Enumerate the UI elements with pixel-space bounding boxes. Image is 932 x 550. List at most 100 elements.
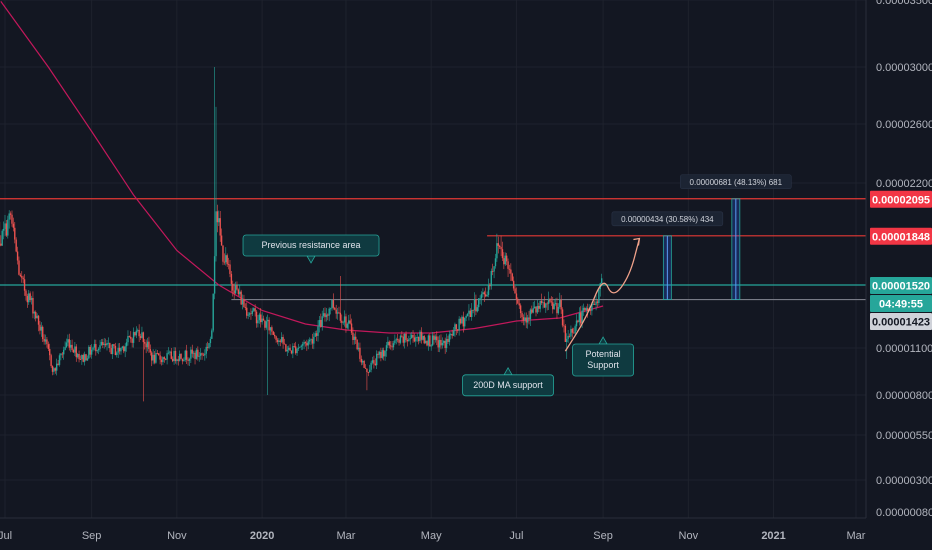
candle-body[interactable] (387, 341, 389, 346)
candle-body[interactable] (267, 319, 269, 322)
candle-body[interactable] (443, 340, 445, 343)
candle-body[interactable] (194, 352, 196, 359)
candle-body[interactable] (598, 289, 600, 303)
candle-body[interactable] (47, 344, 50, 349)
candle-body[interactable] (11, 214, 13, 224)
candle-body[interactable] (75, 346, 77, 358)
candle-body[interactable] (395, 339, 397, 341)
candle-body[interactable] (209, 338, 212, 344)
candle-body[interactable] (243, 298, 245, 308)
candle-body[interactable] (353, 336, 356, 340)
candle-body[interactable] (273, 334, 276, 337)
candle-body[interactable] (538, 305, 540, 309)
candle-body[interactable] (137, 329, 139, 331)
candle-body[interactable] (92, 347, 94, 350)
candle-body[interactable] (240, 291, 242, 305)
candle-body[interactable] (99, 345, 101, 349)
candle-body[interactable] (515, 293, 518, 300)
candle-body[interactable] (152, 354, 154, 361)
candle-body[interactable] (540, 300, 543, 304)
candle-body[interactable] (233, 290, 235, 294)
candle-body[interactable] (307, 341, 309, 346)
projection-curve[interactable] (564, 238, 641, 352)
candle-body[interactable] (81, 354, 83, 360)
time-axis[interactable]: Jul Sep Nov 2020 Mar May Jul Sep Nov 2021 Mar (0, 530, 866, 542)
candle-body[interactable] (324, 313, 326, 318)
candle-body[interactable] (160, 359, 163, 363)
candle-body[interactable] (176, 359, 178, 362)
candle-body[interactable] (447, 338, 449, 342)
candle-body[interactable] (529, 309, 532, 320)
candle-body[interactable] (503, 258, 505, 265)
candle-body[interactable] (394, 340, 396, 344)
candle-body[interactable] (511, 273, 513, 281)
candle-body[interactable] (0, 243, 2, 246)
candle-body[interactable] (426, 340, 428, 346)
candle-body[interactable] (461, 316, 463, 324)
candle-body[interactable] (144, 342, 146, 344)
candle-body[interactable] (360, 358, 363, 363)
candle-body[interactable] (571, 328, 574, 333)
candle-body[interactable] (248, 313, 251, 315)
candle-body[interactable] (116, 352, 118, 355)
candle-body[interactable] (216, 211, 219, 223)
candle-body[interactable] (241, 298, 244, 305)
candle-body[interactable] (166, 353, 168, 360)
candle-body[interactable] (202, 354, 205, 356)
candle-body[interactable] (342, 322, 344, 324)
candle-body[interactable] (341, 320, 343, 323)
candle-body[interactable] (521, 313, 523, 318)
candle-body[interactable] (573, 332, 575, 334)
candle-body[interactable] (12, 223, 15, 228)
candle-body[interactable] (279, 340, 281, 342)
candle-body[interactable] (265, 321, 268, 328)
candle-body[interactable] (97, 348, 100, 351)
candle-body[interactable] (187, 359, 189, 361)
candle-body[interactable] (28, 293, 30, 303)
candle-body[interactable] (260, 314, 262, 323)
candle-body[interactable] (415, 337, 417, 342)
candle-body[interactable] (83, 354, 86, 362)
candle-body[interactable] (123, 346, 125, 352)
candle-body[interactable] (403, 333, 406, 343)
candle-body[interactable] (124, 346, 126, 352)
candle-body[interactable] (32, 297, 34, 314)
candle-body[interactable] (169, 351, 171, 353)
candle-body[interactable] (496, 243, 498, 259)
candle-body[interactable] (283, 343, 286, 345)
candle-body[interactable] (264, 320, 266, 328)
candle-body[interactable] (522, 317, 525, 321)
candle-body[interactable] (575, 320, 578, 327)
candle-body[interactable] (42, 326, 44, 340)
candle-body[interactable] (35, 311, 37, 319)
candle-body[interactable] (343, 316, 346, 323)
candle-body[interactable] (468, 310, 470, 314)
candle-body[interactable] (448, 334, 451, 342)
candle-body[interactable] (85, 354, 87, 361)
candle-body[interactable] (457, 329, 459, 331)
candle-body[interactable] (208, 343, 210, 348)
candle-body[interactable] (430, 345, 432, 347)
candle-body[interactable] (526, 317, 529, 323)
candle-body[interactable] (262, 318, 265, 321)
candle-body[interactable] (62, 349, 65, 355)
candle-body[interactable] (230, 273, 233, 284)
candle-body[interactable] (96, 350, 98, 352)
candle-body[interactable] (514, 288, 516, 294)
candle-body[interactable] (268, 319, 270, 331)
candle-body[interactable] (391, 346, 393, 348)
candle-body[interactable] (19, 274, 22, 277)
candle-body[interactable] (518, 303, 520, 306)
candle-body[interactable] (21, 276, 23, 278)
candle-body[interactable] (356, 339, 358, 350)
candle-body[interactable] (141, 332, 143, 338)
candle-body[interactable] (396, 339, 399, 341)
candle-body[interactable] (385, 345, 388, 351)
candle-body[interactable] (559, 299, 561, 307)
candle-body[interactable] (195, 349, 198, 359)
candle-body[interactable] (582, 307, 585, 311)
candle-body[interactable] (5, 223, 8, 236)
candle-body[interactable] (174, 350, 177, 362)
candle-body[interactable] (380, 351, 382, 358)
